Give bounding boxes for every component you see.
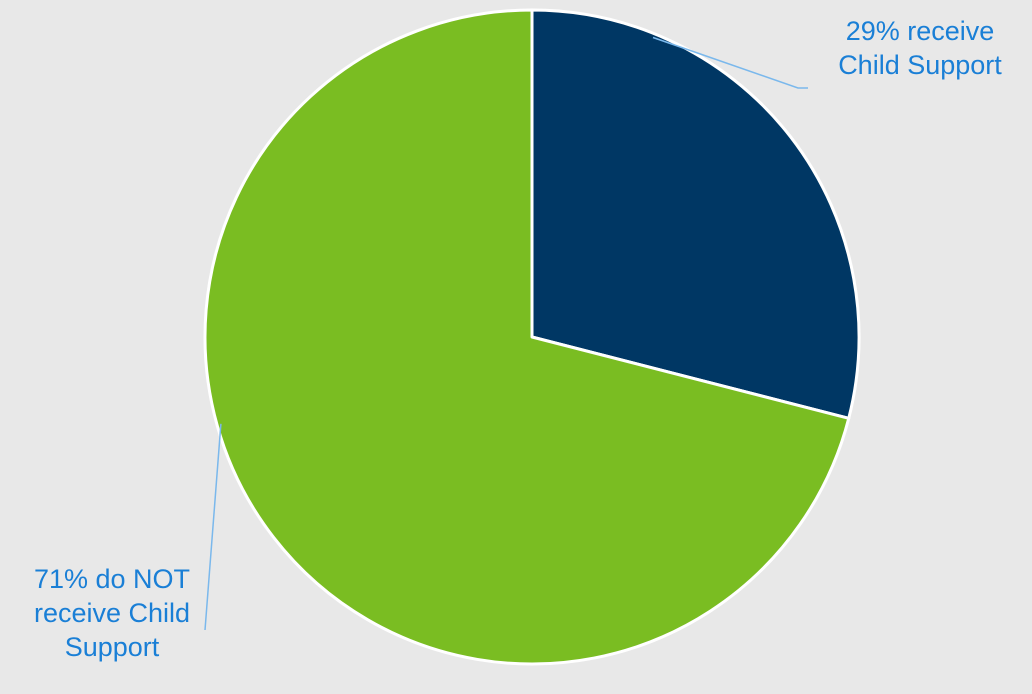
pie-slices	[203, 8, 861, 666]
leader-lines	[204, 36, 808, 631]
leader-line-receive	[652, 36, 808, 89]
slice-label-not-receive-line-2: receive Child	[33, 598, 191, 628]
slice-label-receive: 29% receive Child Support	[800, 14, 1032, 82]
slice-label-receive-line-2: Child Support	[838, 50, 1002, 80]
slice-label-receive-line-1: 29% receive	[845, 16, 995, 46]
slice-label-not-receive-line-1: 71% do NOT	[33, 564, 191, 594]
pie-slice-not-receive	[203, 8, 851, 666]
slice-label-not-receive: 71% do NOT receive Child Support	[0, 562, 232, 664]
pie-slice-receive	[530, 8, 861, 420]
slice-label-not-receive-line-3: Support	[64, 632, 160, 662]
leader-line-not-receive	[204, 423, 222, 631]
